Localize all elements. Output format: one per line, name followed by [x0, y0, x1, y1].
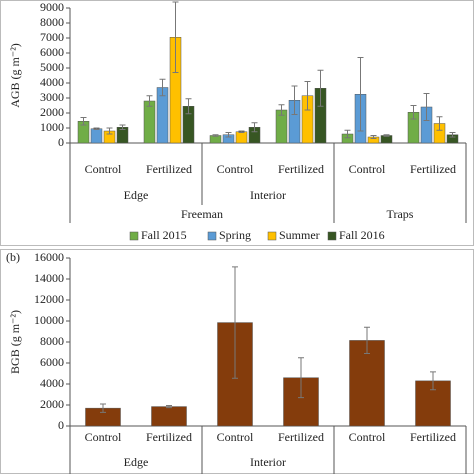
legend-swatch	[327, 231, 337, 241]
error-bar	[436, 116, 443, 131]
error-bar	[172, 1, 179, 73]
group-label: Freeman	[181, 207, 223, 221]
y-tick-label: 12000	[34, 292, 64, 306]
y-tick-label: 5000	[40, 60, 64, 74]
error-bar	[278, 104, 285, 116]
y-tick-label: 3000	[40, 90, 64, 104]
error-bar	[212, 134, 219, 137]
error-bar	[317, 69, 324, 107]
x-tick-label: Fertilized	[278, 162, 324, 176]
error-bar	[100, 403, 106, 413]
error-bar	[166, 405, 172, 409]
y-tick-label: 4000	[40, 75, 64, 89]
group-label: Interior	[250, 188, 286, 202]
x-tick-label: Fertilized	[410, 162, 456, 176]
group-label: Traps	[387, 207, 414, 221]
y-tick-label: 16000	[34, 250, 64, 264]
legend-swatch	[267, 231, 277, 241]
error-bar	[291, 85, 298, 115]
x-tick-label: Fertilized	[278, 430, 324, 444]
legend-label: Fall 2015	[141, 228, 187, 242]
bar	[90, 128, 103, 144]
error-bar	[383, 134, 390, 137]
x-tick-label: Fertilized	[146, 162, 192, 176]
y-tick-label: 0	[58, 135, 64, 149]
y-axis-label: BGB (g m⁻²)	[8, 310, 22, 374]
error-bar	[423, 93, 430, 121]
x-tick-label: Control	[217, 430, 254, 444]
y-tick-label: 8000	[40, 15, 64, 29]
error-bar	[364, 326, 370, 355]
group-label: Interior	[250, 455, 286, 469]
y-tick-label: 10000	[34, 313, 64, 327]
bar	[143, 100, 156, 144]
bar	[235, 131, 248, 144]
error-bar	[357, 57, 364, 132]
x-tick-label: Control	[349, 162, 386, 176]
error-bar	[430, 371, 436, 391]
error-bar	[304, 81, 311, 111]
y-axis-label: AGB (g m⁻²)	[8, 43, 22, 108]
y-tick-label: 6000	[40, 355, 64, 369]
error-bar	[185, 98, 192, 115]
y-tick-label: 2000	[40, 105, 64, 119]
y-tick-label: 0	[58, 418, 64, 432]
panel-label: (b)	[6, 250, 20, 264]
y-tick-label: 2000	[40, 397, 64, 411]
y-tick-label: 1000	[40, 120, 64, 134]
bar	[151, 406, 187, 427]
group-label: Edge	[124, 455, 149, 469]
legend-label: Spring	[219, 228, 251, 242]
y-tick-label: 4000	[40, 376, 64, 390]
error-bar	[159, 78, 166, 97]
legend-label: Fall 2016	[339, 228, 385, 242]
error-bar	[370, 135, 377, 139]
error-bar	[93, 127, 100, 130]
legend-swatch	[207, 231, 217, 241]
legend-swatch	[129, 231, 139, 241]
error-bar	[106, 127, 113, 135]
error-bar	[232, 266, 238, 379]
error-bar	[344, 129, 351, 139]
y-tick-label: 7000	[40, 30, 64, 44]
x-tick-label: Control	[85, 430, 122, 444]
error-bar	[80, 117, 87, 126]
error-bar	[410, 105, 417, 120]
error-bar	[146, 95, 153, 107]
group-label: Edge	[124, 188, 149, 202]
error-bar	[225, 132, 232, 138]
x-tick-label: Fertilized	[146, 430, 192, 444]
error-bar	[119, 124, 126, 130]
y-tick-label: 14000	[34, 271, 64, 285]
legend-label: Summer	[279, 228, 320, 242]
error-bar	[251, 122, 258, 133]
x-tick-label: Control	[349, 430, 386, 444]
y-tick-label: 8000	[40, 334, 64, 348]
error-bar	[298, 357, 304, 399]
error-bar	[449, 132, 456, 138]
x-tick-label: Control	[217, 162, 254, 176]
error-bar	[238, 130, 245, 133]
y-tick-label: 9000	[40, 0, 64, 14]
x-tick-label: Fertilized	[410, 430, 456, 444]
y-tick-label: 6000	[40, 45, 64, 59]
x-tick-label: Control	[85, 162, 122, 176]
